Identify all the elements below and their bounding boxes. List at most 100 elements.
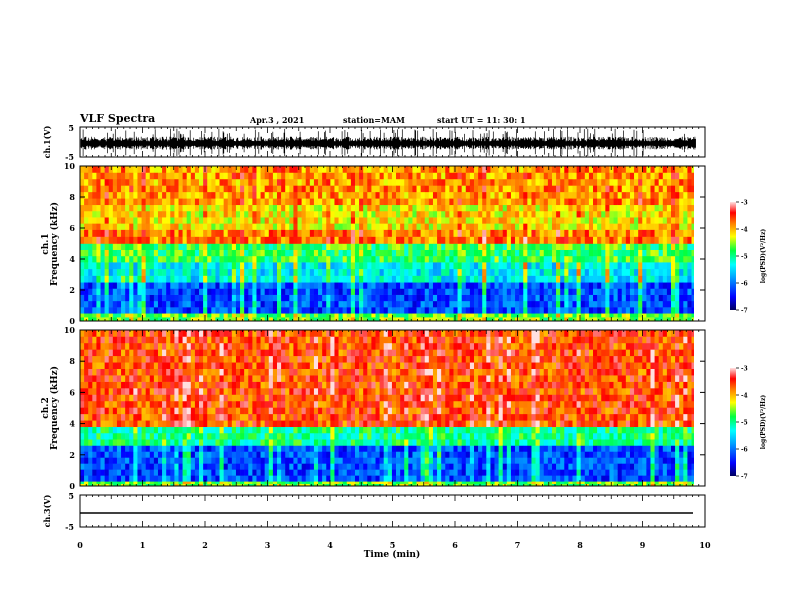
- spectrogram-cell: [326, 236, 331, 244]
- spectrogram-cell: [125, 249, 130, 257]
- spectrogram-cell: [367, 172, 372, 180]
- spectrogram-cell: [342, 282, 348, 289]
- spectrogram-cell: [92, 368, 97, 376]
- spectrogram-cell: [543, 210, 549, 218]
- spectrogram-cell: [543, 255, 549, 263]
- spectrogram-cell: [104, 313, 110, 318]
- spectrogram-cell: [531, 166, 536, 173]
- spectrogram-cell: [178, 185, 183, 193]
- spectrogram-cell: [568, 317, 573, 321]
- spectrogram-cell: [166, 413, 171, 421]
- spectrogram-cell: [186, 282, 192, 289]
- spectrogram-cell: [326, 262, 331, 270]
- spectrogram-cell: [560, 249, 565, 257]
- spectrogram-cell: [465, 166, 471, 173]
- spectrogram-cell: [519, 275, 524, 283]
- spectrogram-cell: [244, 204, 249, 212]
- spectrogram-cell: [84, 445, 89, 452]
- spectrogram-cell: [162, 313, 167, 318]
- spectrogram-cell: [580, 223, 586, 230]
- spectrogram-cell: [490, 198, 495, 206]
- spectrogram-cell: [174, 210, 179, 218]
- spectrogram-cell: [539, 282, 545, 289]
- spectrogram-cell: [650, 217, 655, 224]
- spectrogram-cell: [178, 483, 183, 486]
- spectrogram-cell: [658, 166, 664, 173]
- spectrogram-cell: [691, 294, 694, 302]
- spectrogram-cell: [494, 243, 499, 250]
- spectrogram-cell: [322, 268, 327, 276]
- spectrogram-cell: [174, 198, 179, 206]
- spectrogram-cell: [215, 413, 220, 421]
- spectrogram-cell: [420, 204, 426, 212]
- colorbar-tick-label: -5: [741, 254, 748, 261]
- spectrogram-cell: [199, 210, 204, 218]
- spectrogram-cell: [203, 191, 208, 199]
- spectrogram-cell: [133, 432, 138, 440]
- spectrogram-cell: [186, 469, 192, 476]
- spectrogram-cell: [346, 178, 352, 186]
- spectrogram-cell: [375, 191, 380, 199]
- spectrogram-cell: [100, 255, 105, 263]
- spectrogram-cell: [597, 255, 602, 263]
- spectrogram-cell: [445, 313, 450, 318]
- spectrogram-cell: [375, 282, 380, 289]
- spectrogram-cell: [564, 282, 569, 289]
- spectrogram-cell: [235, 223, 241, 230]
- spectrogram-cell: [318, 262, 323, 270]
- spectrogram-cell: [638, 178, 643, 186]
- spectrogram-cell: [305, 198, 311, 206]
- spectrogram-cell: [211, 413, 216, 421]
- spectrogram-cell: [396, 249, 401, 257]
- spectrogram-cell: [654, 166, 659, 173]
- spectrogram-cell: [642, 166, 647, 173]
- spectrogram-cell: [199, 313, 204, 318]
- spectrogram-cell: [240, 355, 245, 363]
- spectrogram-cell: [194, 223, 200, 230]
- spectrogram-cell: [510, 185, 516, 193]
- spectrogram-cell: [465, 223, 471, 230]
- spectrogram-cell: [441, 313, 446, 318]
- spectrogram-cell: [104, 255, 110, 263]
- spectrogram-cell: [658, 172, 664, 180]
- spectrogram-cell: [588, 317, 594, 321]
- spectrogram-cell: [350, 275, 356, 283]
- spectrogram-cell: [235, 275, 241, 283]
- spectrogram-cell: [125, 307, 130, 314]
- spectrogram-cell: [424, 288, 430, 295]
- spectrogram-cell: [367, 262, 372, 270]
- spectrogram-cell: [203, 388, 208, 395]
- spectrogram-cell: [260, 336, 265, 344]
- spectrogram-cell: [112, 313, 118, 318]
- spectrogram-cell: [613, 166, 618, 173]
- spectrogram-cell: [391, 236, 397, 244]
- spectrogram-cell: [112, 426, 118, 434]
- spectrogram-cell: [527, 288, 532, 295]
- spectrogram-cell: [449, 178, 454, 186]
- spectrogram-cell: [601, 268, 606, 276]
- spectrogram-cell: [350, 178, 356, 186]
- spectrogram-cell: [437, 198, 442, 206]
- spectrogram-cell: [248, 223, 253, 230]
- spectrogram-cell: [367, 255, 372, 263]
- spectrogram-cell: [424, 307, 430, 314]
- spectrogram-cell: [605, 185, 610, 193]
- spectrogram-cell: [112, 172, 118, 180]
- spectrogram-cell: [675, 236, 680, 244]
- spectrogram-cell: [149, 342, 155, 350]
- spectrogram-cell: [219, 288, 224, 295]
- spectrogram-cell: [149, 368, 155, 376]
- spectrogram-cell: [240, 288, 245, 295]
- spectrogram-cell: [301, 178, 307, 186]
- spectrogram-cell: [634, 282, 639, 289]
- spectrogram-cell: [400, 223, 405, 230]
- spectrogram-cell: [112, 288, 118, 295]
- spectrogram-cell: [137, 255, 142, 263]
- spectrogram-cell: [207, 426, 212, 434]
- spectrogram-cell: [289, 313, 294, 318]
- spectrogram-cell: [96, 255, 101, 263]
- spectrogram-cell: [527, 185, 532, 193]
- spectrogram-cell: [240, 307, 245, 314]
- spectrogram-cell: [166, 439, 171, 446]
- spectrogram-cell: [252, 268, 257, 276]
